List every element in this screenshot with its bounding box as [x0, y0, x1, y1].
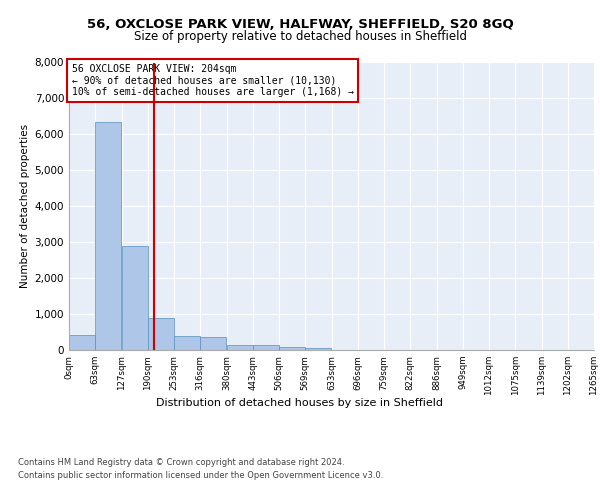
- Text: Contains HM Land Registry data © Crown copyright and database right 2024.: Contains HM Land Registry data © Crown c…: [18, 458, 344, 467]
- Bar: [305, 348, 331, 350]
- Bar: [253, 346, 279, 350]
- Text: Distribution of detached houses by size in Sheffield: Distribution of detached houses by size …: [157, 398, 443, 407]
- Text: Contains public sector information licensed under the Open Government Licence v3: Contains public sector information licen…: [18, 472, 383, 480]
- Bar: [122, 246, 148, 350]
- Bar: [200, 338, 226, 350]
- Y-axis label: Number of detached properties: Number of detached properties: [20, 124, 31, 288]
- Bar: [227, 344, 253, 350]
- Bar: [148, 318, 174, 350]
- Bar: [95, 122, 121, 350]
- Bar: [69, 334, 95, 350]
- Bar: [174, 336, 200, 350]
- Text: 56 OXCLOSE PARK VIEW: 204sqm
← 90% of detached houses are smaller (10,130)
10% o: 56 OXCLOSE PARK VIEW: 204sqm ← 90% of de…: [71, 64, 353, 97]
- Text: 56, OXCLOSE PARK VIEW, HALFWAY, SHEFFIELD, S20 8GQ: 56, OXCLOSE PARK VIEW, HALFWAY, SHEFFIEL…: [86, 18, 514, 30]
- Text: Size of property relative to detached houses in Sheffield: Size of property relative to detached ho…: [133, 30, 467, 43]
- Bar: [279, 347, 305, 350]
